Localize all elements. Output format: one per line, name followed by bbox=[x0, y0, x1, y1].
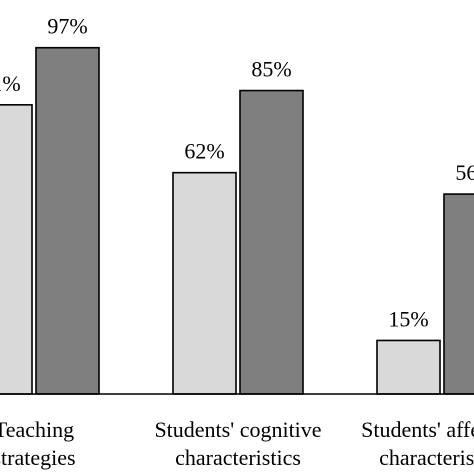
bar-1-2 bbox=[35, 46, 100, 395]
category-label-2-line-2: characteristics bbox=[175, 445, 301, 470]
bar-2-2 bbox=[239, 89, 304, 395]
value-label-1-2: 97% bbox=[47, 14, 87, 39]
bar-3-2 bbox=[443, 193, 474, 395]
category-label-1-line-1: Teaching bbox=[0, 417, 74, 442]
bar-1-1 bbox=[0, 104, 33, 395]
category-label-1-line-2: strategies bbox=[0, 445, 76, 470]
value-label-3-1: 15% bbox=[388, 306, 428, 331]
value-labels-layer: 81% 97% 62% 85% 15% 56% bbox=[0, 14, 474, 332]
category-label-3-line-1: Students' affective bbox=[361, 417, 474, 442]
value-label-3-2: 56% bbox=[455, 160, 474, 185]
value-label-2-1: 62% bbox=[184, 139, 224, 164]
value-label-2-2: 85% bbox=[251, 57, 291, 82]
bar-2-1 bbox=[172, 171, 237, 395]
bar-3-1 bbox=[376, 339, 441, 395]
value-label-1-1: 81% bbox=[0, 71, 21, 96]
category-label-2-line-1: Students' cognitive bbox=[154, 417, 321, 442]
bars-layer bbox=[0, 46, 474, 395]
category-label-3-line-2: characteristics bbox=[379, 445, 474, 470]
category-labels-layer: Teaching strategies Students' cognitive cha… bbox=[0, 417, 474, 470]
